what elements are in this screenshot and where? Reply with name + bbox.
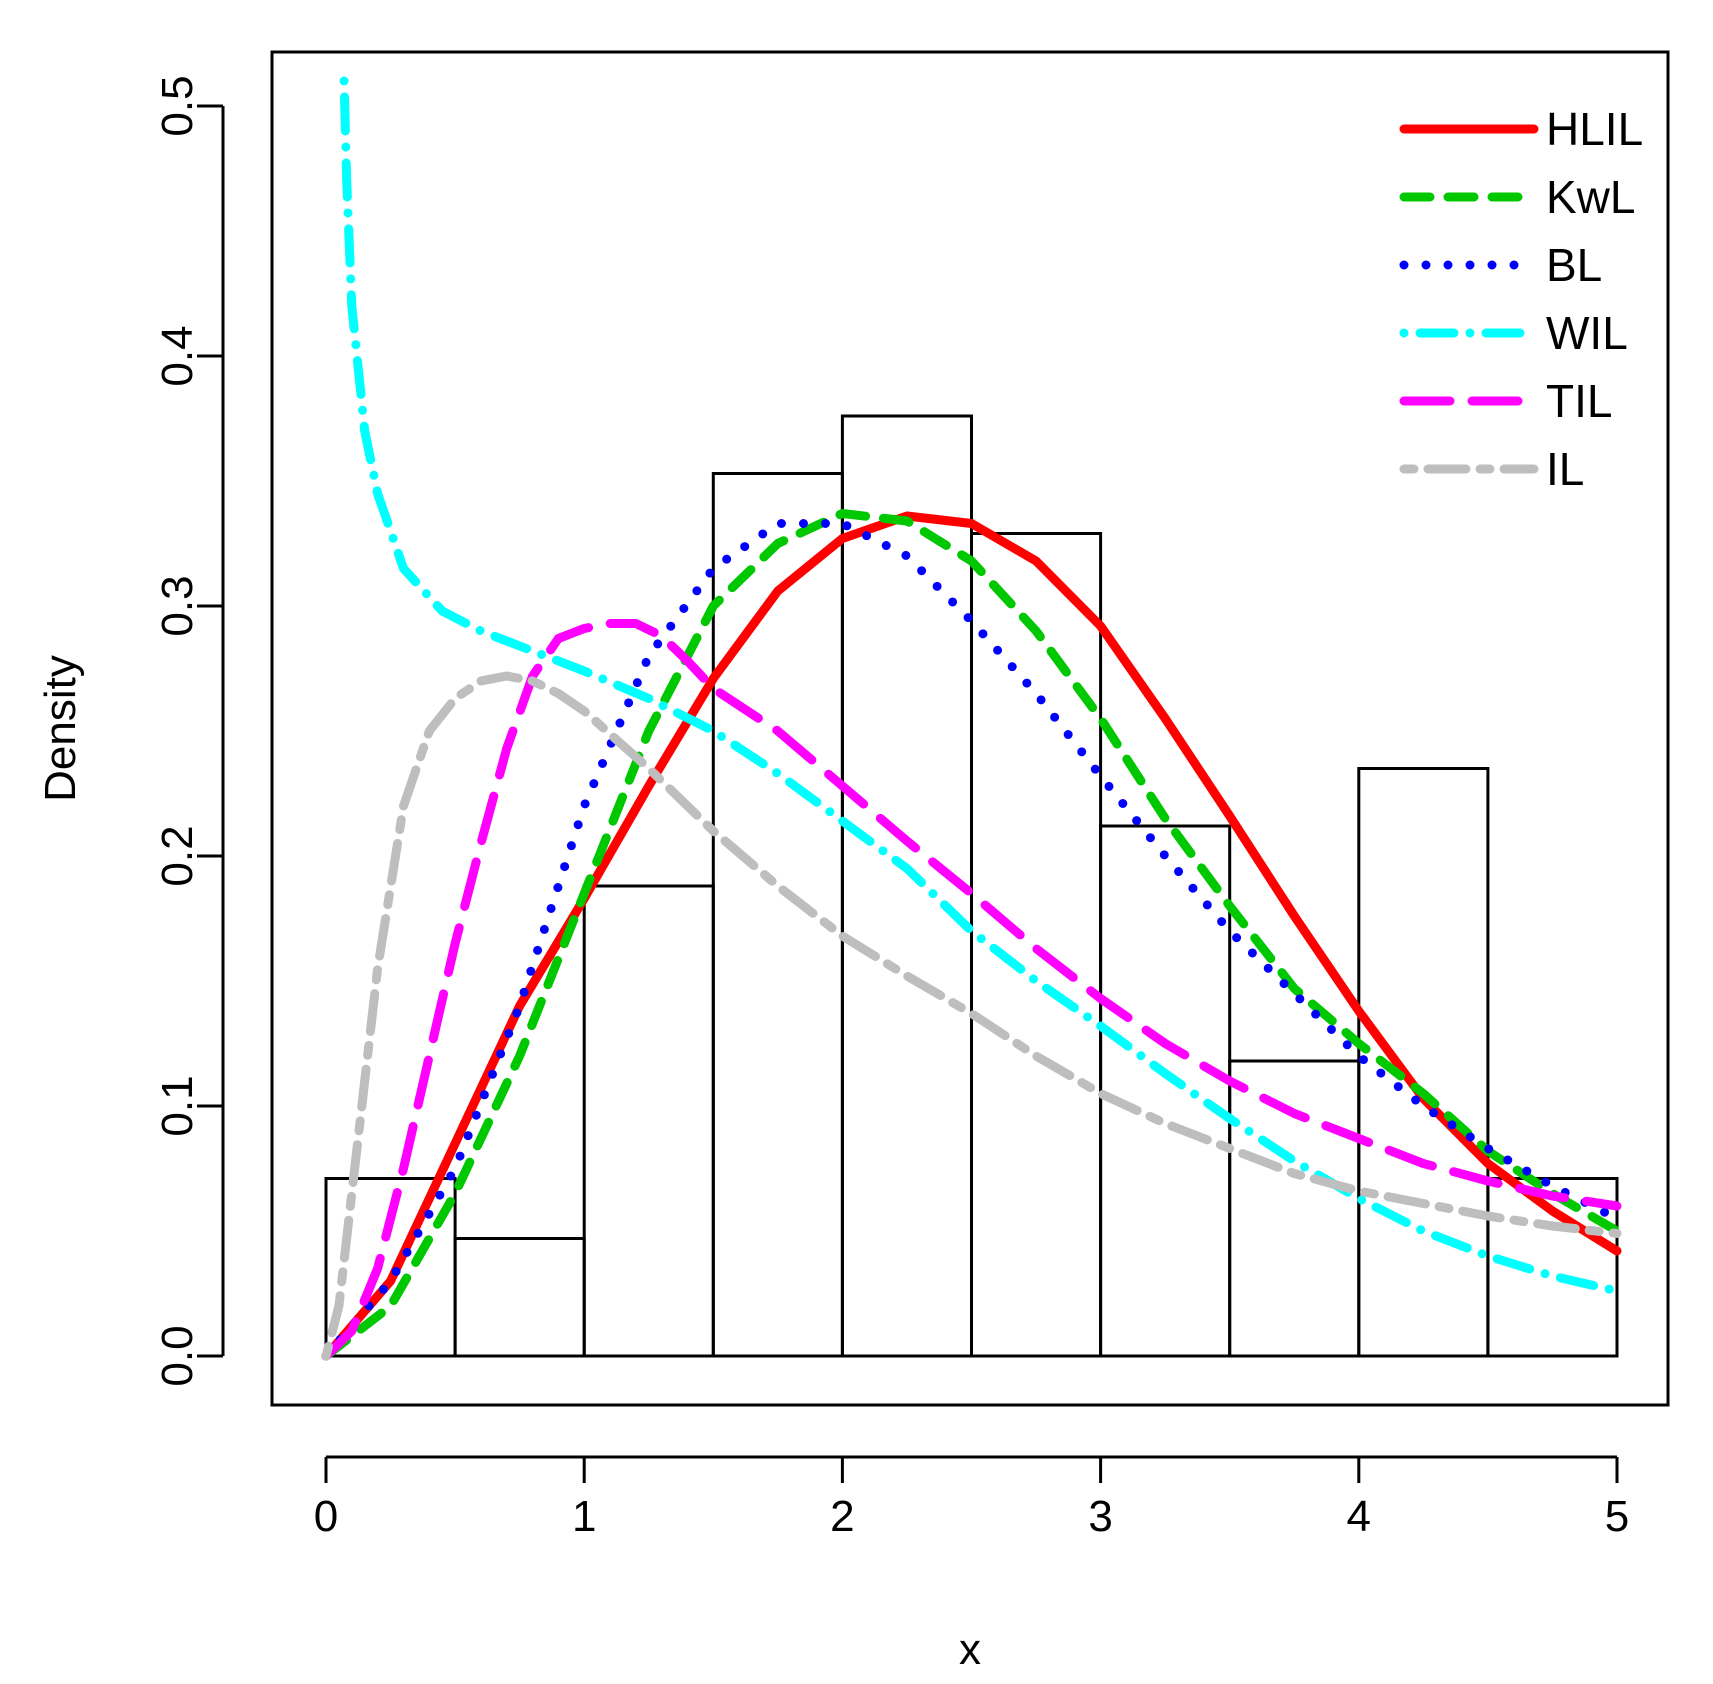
x-tick-label-3: 3 [1088, 1492, 1112, 1541]
legend-label-bl: BL [1546, 239, 1602, 291]
y-tick-label-1: 0.1 [153, 1075, 202, 1136]
y-tick-label-3: 0.3 [153, 575, 202, 636]
x-tick-label-5: 5 [1605, 1492, 1629, 1541]
legend-label-til: TIL [1546, 375, 1612, 427]
density-curves [321, 76, 1622, 1361]
y-axis-label: Density [36, 655, 85, 802]
legend-label-il: IL [1546, 443, 1584, 495]
density-curve-til [321, 619, 1622, 1361]
y-tick-label-4: 0.4 [153, 325, 202, 386]
legend-label-wil: WIL [1546, 307, 1628, 359]
plot-frame [270, 50, 1670, 1407]
y-tick-label-0: 0.0 [153, 1325, 202, 1386]
legend-label-kwl: KwL [1546, 171, 1635, 223]
y-tick-label-5: 0.5 [153, 75, 202, 136]
density-curve-hlil [321, 511, 1622, 1361]
histogram-bar-9 [1357, 767, 1490, 1358]
x-axis-label: x [959, 1625, 981, 1674]
legend-label-hlil: HLIL [1546, 103, 1643, 155]
x-tick-label-1: 1 [572, 1492, 596, 1541]
density-curve-kwl [321, 509, 1622, 1361]
histogram-bars [324, 414, 1619, 1358]
x-tick-label-2: 2 [830, 1492, 854, 1541]
histogram-bar-10 [1486, 1177, 1619, 1358]
density-curve-il [321, 671, 1622, 1361]
y-tick-label-2: 0.2 [153, 825, 202, 886]
legend: HLIL KwL BL WIL TIL IL [1399, 103, 1643, 495]
axes: 0 1 2 3 4 5 0.0 0.1 0.2 0.3 0.4 0.5 [153, 75, 1629, 1541]
x-tick-label-4: 4 [1347, 1492, 1371, 1541]
x-tick-label-0: 0 [314, 1492, 338, 1541]
